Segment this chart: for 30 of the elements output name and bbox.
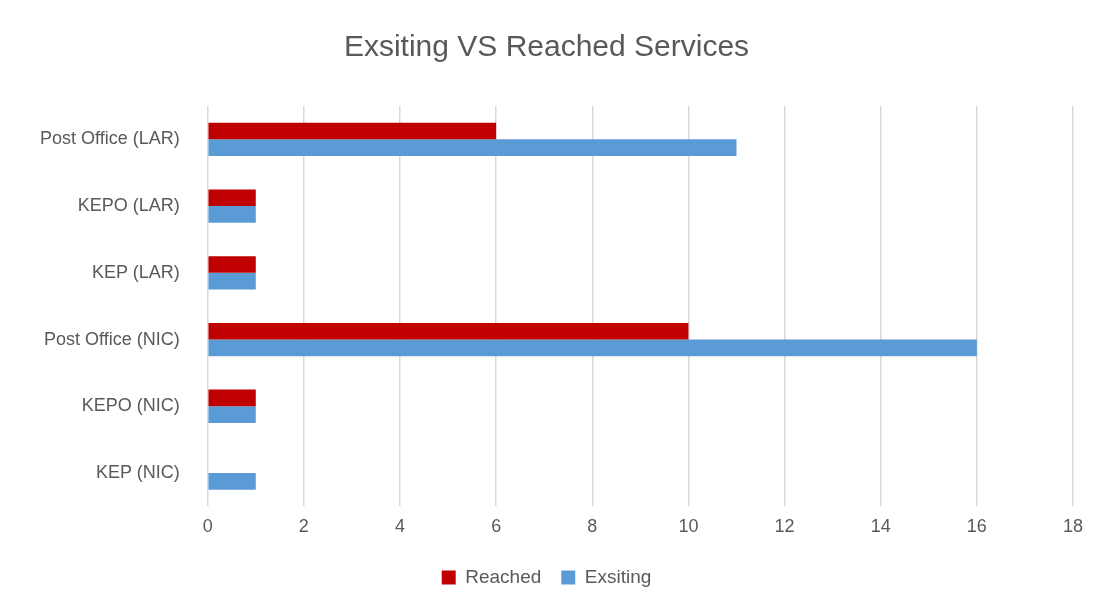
x-tick-label: 6 bbox=[491, 516, 502, 537]
x-tick-label: 0 bbox=[202, 516, 213, 537]
x-tick-label: 16 bbox=[966, 516, 987, 537]
bar bbox=[208, 139, 737, 157]
legend-label: Exsiting bbox=[584, 565, 652, 587]
x-tick-label: 12 bbox=[774, 516, 795, 537]
x-tick-label: 4 bbox=[394, 516, 406, 537]
legend-label: Reached bbox=[465, 565, 542, 587]
y-tick-label: Post Office (LAR) bbox=[39, 128, 180, 149]
x-tick-label: 2 bbox=[298, 516, 309, 537]
bar bbox=[208, 122, 497, 140]
bar bbox=[208, 206, 256, 223]
x-tick-label: 10 bbox=[678, 516, 699, 537]
bar bbox=[208, 473, 256, 490]
x-tick-label: 18 bbox=[1062, 516, 1084, 537]
bar bbox=[208, 189, 256, 207]
y-tick-label: KEP (NIC) bbox=[96, 462, 180, 482]
bar bbox=[208, 389, 256, 407]
y-tick-label: KEPO (LAR) bbox=[77, 195, 180, 216]
y-tick-label: KEPO (NIC) bbox=[81, 395, 180, 416]
bar bbox=[208, 256, 256, 273]
chart-title: Exsiting VS Reached Services bbox=[343, 29, 750, 63]
x-tick-label: 8 bbox=[587, 516, 598, 537]
bar bbox=[208, 339, 977, 357]
bar bbox=[208, 406, 256, 423]
bar bbox=[208, 322, 689, 340]
y-tick-label: KEP (LAR) bbox=[92, 261, 180, 282]
bar bbox=[208, 272, 256, 290]
y-tick-label: Post Office (NIC) bbox=[44, 328, 180, 349]
x-tick-label: 14 bbox=[870, 516, 891, 537]
